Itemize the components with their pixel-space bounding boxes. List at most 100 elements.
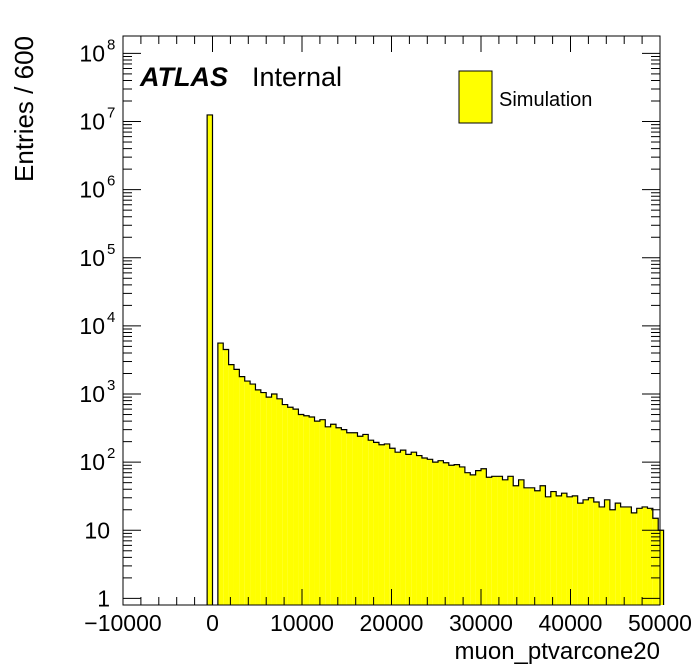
histogram-bar [378, 444, 385, 605]
histogram-bar [239, 376, 245, 605]
histogram-bar [642, 506, 648, 605]
histogram-bar [384, 443, 390, 605]
y-tick-label: 10 [84, 517, 110, 543]
histogram-bar [529, 487, 535, 605]
legend: Simulation [458, 70, 592, 124]
histogram-bar [260, 392, 267, 605]
internal-label: Internal [252, 62, 342, 92]
histogram-bar [255, 389, 261, 605]
histogram-bars [206, 114, 665, 606]
y-tick-label: 10 [79, 449, 105, 475]
histogram-bar [287, 407, 294, 605]
histogram-bar [658, 530, 664, 605]
y-tick-exponent: 8 [107, 36, 115, 53]
histogram-bar [523, 487, 530, 605]
histogram-bar [438, 460, 444, 605]
histogram-bar [518, 479, 524, 605]
histogram-bar [583, 499, 589, 605]
histogram-bar [405, 454, 412, 605]
histogram-bar [459, 466, 465, 605]
histogram-bar [513, 485, 519, 605]
axis-ticks [122, 36, 661, 605]
y-tick-exponent: 4 [107, 309, 115, 326]
y-tick-exponent: 6 [107, 173, 115, 190]
histogram-bar [561, 493, 567, 605]
histogram-bar [207, 114, 213, 606]
atlas-label: ATLAS [139, 62, 228, 92]
histogram-bar [427, 459, 433, 605]
histogram-bar [244, 381, 251, 605]
histogram-bar [352, 432, 358, 605]
histogram-bar [319, 419, 326, 605]
histogram-bar [647, 508, 653, 605]
y-tick-label: 10 [79, 313, 105, 339]
histogram-bar [346, 432, 353, 605]
x-tick-label: 20000 [360, 610, 424, 636]
histogram-bar [448, 465, 455, 605]
y-tick-label: 10 [79, 40, 105, 66]
histogram-bar [233, 369, 240, 605]
histogram-bar [228, 364, 234, 605]
x-tick-label: 40000 [539, 610, 603, 636]
histogram-bar [620, 506, 626, 605]
y-axis-label: Entries / 600 [9, 36, 39, 182]
histogram-bar [443, 462, 449, 605]
y-tick-label: 10 [79, 381, 105, 407]
histogram-bar [491, 476, 498, 605]
legend-label: Simulation [499, 89, 592, 111]
histogram-bar [507, 476, 514, 605]
histogram-bar [432, 462, 439, 605]
y-tick-label: 10 [79, 245, 105, 271]
histogram-bar [282, 404, 288, 605]
y-tick-exponent: 5 [107, 241, 115, 258]
histogram-bar [631, 512, 637, 605]
histogram-bar [545, 496, 551, 605]
histogram-bar [389, 448, 396, 605]
histogram-bar [556, 495, 562, 605]
histogram-bar [588, 497, 594, 605]
histogram-bar [266, 397, 272, 605]
histogram-bar [572, 495, 578, 605]
x-tick-label: 50000 [628, 610, 692, 636]
histogram-bar [475, 470, 481, 605]
histogram-bar [416, 455, 422, 605]
x-tick-label: −10000 [84, 610, 161, 636]
y-tick-label: 10 [79, 177, 105, 203]
histogram-bar [303, 415, 310, 605]
histogram-bar [609, 509, 616, 605]
histogram-bar [464, 472, 471, 605]
histogram-bar [400, 450, 406, 605]
histogram-bar [566, 496, 573, 605]
histogram-bar [470, 474, 476, 605]
histogram-bar [636, 508, 643, 605]
histogram-bar [368, 440, 374, 605]
x-axis-label: muon_ptvarcone20 [455, 638, 660, 665]
histogram-bar [421, 458, 428, 605]
histogram-bar [276, 398, 283, 605]
histogram-bar [599, 506, 605, 605]
histogram-bar [298, 414, 304, 605]
histogram-bar [223, 349, 229, 605]
histogram-bar [615, 503, 621, 605]
histogram-bar [540, 485, 546, 605]
histogram-bar [481, 468, 487, 605]
y-tick-exponent: 7 [107, 105, 115, 122]
histogram-bar [486, 477, 492, 605]
histogram-bar [293, 409, 299, 605]
histogram-bar [309, 416, 315, 605]
histogram-bar [454, 464, 460, 605]
x-tick-label: 10000 [270, 610, 334, 636]
y-tick-exponent: 3 [107, 377, 115, 394]
histogram-bar [325, 426, 331, 605]
histogram-bar [497, 476, 503, 605]
histogram-bar [593, 502, 600, 605]
x-tick-label: 0 [206, 610, 219, 636]
histogram-bar [395, 452, 401, 605]
histogram-bar [502, 479, 508, 605]
histogram-bar [534, 490, 541, 605]
histogram-bar [550, 491, 557, 605]
histogram-bar [411, 452, 417, 605]
histogram-bar [250, 384, 256, 605]
